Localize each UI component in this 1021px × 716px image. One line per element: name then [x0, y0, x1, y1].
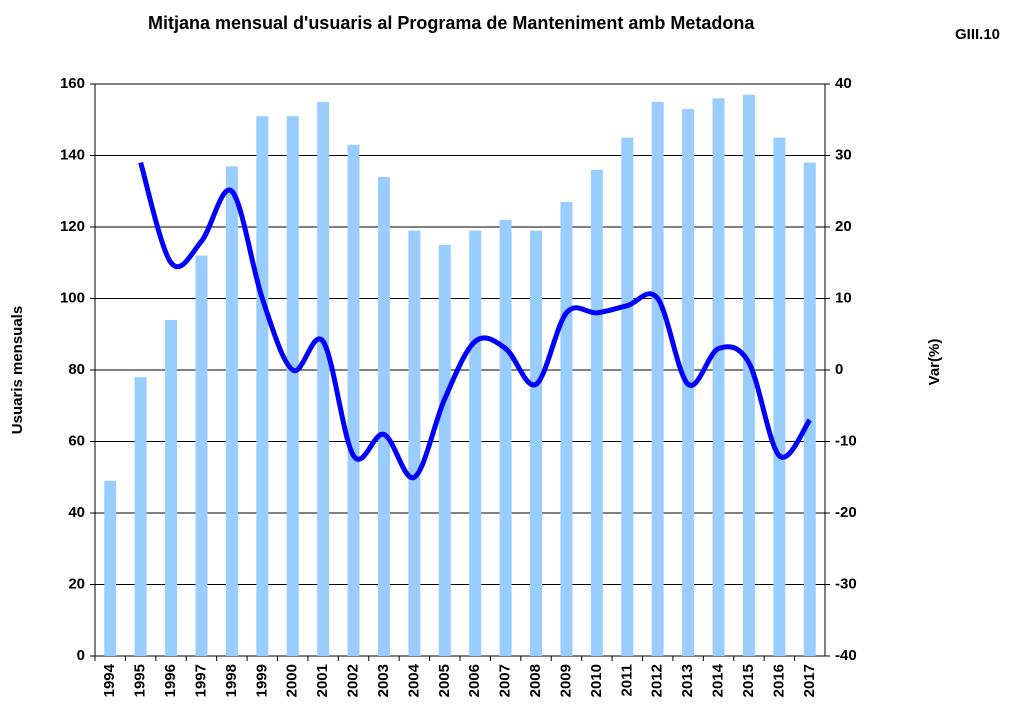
x-tick-label: 2010: [588, 664, 605, 697]
x-tick-label: 1994: [101, 663, 118, 697]
y-tick-label: 160: [60, 75, 85, 92]
bar: [651, 101, 664, 656]
figure-label: GIII.10: [955, 26, 1001, 43]
bar: [408, 230, 421, 656]
bar: [621, 137, 634, 656]
bar: [590, 169, 603, 657]
x-tick-label: 2013: [679, 664, 696, 697]
x-tick-label: 2001: [314, 664, 331, 697]
y2-tick-label: 40: [835, 75, 852, 92]
y-tick-label: 40: [68, 504, 85, 521]
y2-tick-label: 20: [835, 218, 852, 235]
bar: [104, 480, 117, 656]
bar: [256, 116, 269, 657]
bar: [225, 166, 238, 656]
x-tick-label: 2006: [466, 664, 483, 697]
x-tick-label: 2000: [284, 664, 301, 697]
bar: [742, 94, 755, 657]
x-tick-label: 2008: [527, 664, 544, 697]
x-tick-label: 2016: [770, 664, 787, 697]
x-tick-label: 2005: [436, 664, 453, 697]
bar: [773, 137, 786, 656]
x-tick-label: 1998: [223, 664, 240, 697]
y2-tick-label: -30: [835, 575, 857, 592]
y-axis-label: Usuaris mensuals: [9, 306, 26, 434]
y2-tick-label: -10: [835, 432, 857, 449]
bar: [803, 162, 816, 656]
bar: [712, 98, 725, 657]
bar: [377, 176, 390, 656]
x-tick-label: 2003: [375, 664, 392, 697]
bar: [347, 144, 360, 656]
bar: [317, 101, 330, 656]
x-tick-label: 2015: [740, 664, 757, 697]
bar: [195, 255, 208, 656]
y-tick-label: 120: [60, 218, 85, 235]
x-tick-label: 1996: [162, 664, 179, 697]
bar: [134, 377, 147, 656]
y2-tick-label: 10: [835, 289, 852, 306]
chart-title: Mitjana mensual d'usuaris al Programa de…: [148, 13, 755, 33]
y2-axis-label: Var(%): [926, 339, 943, 386]
x-tick-label: 2007: [497, 664, 514, 697]
y-tick-label: 80: [68, 361, 85, 378]
x-tick-label: 2002: [345, 664, 362, 697]
x-tick-label: 1997: [192, 664, 209, 697]
x-tick-label: 2004: [405, 663, 422, 697]
bar: [530, 230, 543, 656]
x-tick-label: 2011: [618, 664, 635, 697]
bar: [438, 244, 451, 656]
y2-tick-label: -20: [835, 504, 857, 521]
y-tick-label: 140: [60, 146, 85, 163]
y-tick-label: 0: [77, 647, 85, 664]
bar: [469, 230, 482, 656]
y2-tick-label: 0: [835, 361, 843, 378]
y-tick-label: 100: [60, 289, 85, 306]
line: [138, 161, 812, 480]
y2-tick-label: -40: [835, 647, 857, 664]
x-tick-label: 1995: [132, 664, 149, 697]
bar: [165, 319, 178, 656]
x-tick-label: 2012: [649, 664, 666, 697]
y-tick-label: 60: [68, 432, 85, 449]
x-tick-label: 2014: [710, 663, 727, 697]
bar: [286, 116, 299, 657]
x-tick-label: 1999: [253, 664, 270, 697]
bar: [560, 201, 573, 656]
x-tick-label: 2017: [801, 664, 818, 697]
bar: [499, 219, 512, 656]
x-tick-label: 2009: [557, 664, 574, 697]
y-tick-label: 20: [68, 575, 85, 592]
y2-tick-label: 30: [835, 146, 852, 163]
